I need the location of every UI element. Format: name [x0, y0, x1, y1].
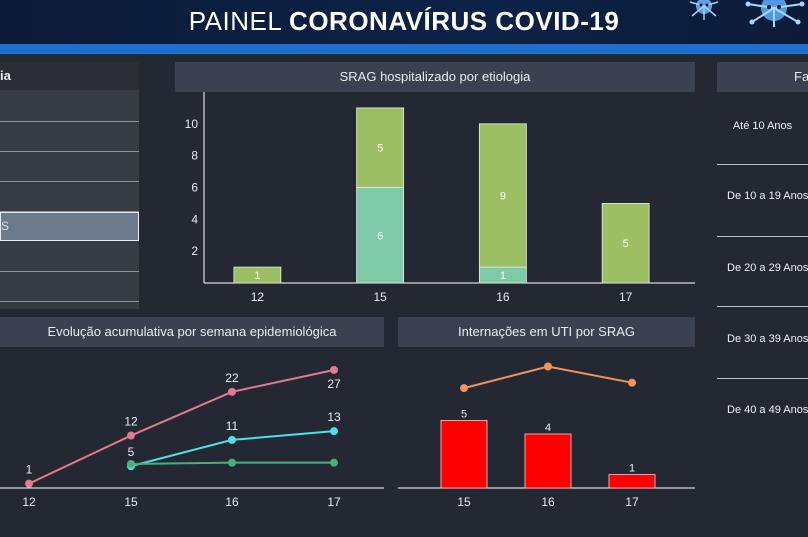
- data-point: [330, 365, 338, 374]
- x-tick-label: 15: [457, 495, 471, 509]
- bar-value-label: 1: [500, 270, 506, 282]
- x-tick-label: 12: [22, 495, 36, 509]
- bar: [608, 474, 656, 489]
- title-bold: CORONAVÍRUS COVID-19: [289, 6, 620, 36]
- overlay-point: [628, 378, 636, 387]
- bar-value-label: 1: [254, 270, 260, 282]
- data-point: [228, 458, 236, 467]
- data-point: [25, 479, 33, 488]
- y-tick-label: 2: [191, 244, 198, 258]
- age-group-label: De 10 a 19 Anos: [727, 190, 808, 202]
- data-label: 1: [26, 463, 33, 477]
- bar: [440, 420, 488, 489]
- data-label: 11: [226, 419, 239, 433]
- srag-chart-title: SRAG hospitalizado por etiologia: [175, 62, 695, 92]
- age-group-label: De 40 a 49 Anos: [727, 404, 808, 416]
- bar-segment: [233, 266, 282, 284]
- overlay-point: [460, 384, 468, 393]
- y-tick-label: 8: [191, 149, 198, 163]
- data-label: 12: [124, 415, 138, 429]
- filter-panel-header: ia: [0, 62, 139, 90]
- bar-value-label: 5: [623, 238, 629, 250]
- filter-item[interactable]: [0, 122, 139, 152]
- evolution-chart-title: Evolução acumulativa por semana epidemio…: [0, 317, 384, 347]
- bar-segment: [356, 107, 405, 188]
- age-panel-title: Fa: [717, 62, 808, 92]
- data-point: [127, 431, 135, 440]
- data-point: [228, 435, 236, 444]
- data-label: 5: [128, 445, 135, 459]
- filter-item[interactable]: [0, 90, 139, 122]
- x-tick-label: 17: [327, 495, 341, 509]
- page-title: PAINEL CORONAVÍRUS COVID-19: [0, 6, 808, 37]
- virus-icon: [689, 0, 719, 20]
- bar-segment: [601, 203, 650, 284]
- srag-bar-chart: 2 4 6 8 10 1 12 6 5 15 1 9 16 5 17: [185, 92, 695, 304]
- filter-item[interactable]: [0, 242, 139, 272]
- title-light: PAINEL: [188, 6, 282, 36]
- bar-value-label: 1: [629, 463, 635, 475]
- overlay-point: [544, 362, 552, 371]
- bar-value-label: 9: [500, 190, 506, 202]
- data-point: [127, 459, 135, 468]
- age-divider: [717, 164, 808, 165]
- filter-item[interactable]: [0, 152, 139, 182]
- bar: [524, 433, 572, 489]
- bar-value-label: 5: [461, 409, 467, 421]
- y-tick-label: 4: [191, 212, 198, 226]
- data-label: 27: [327, 377, 341, 391]
- uti-bar-chart: 5 4 1 15 16 17: [398, 362, 695, 509]
- bar-segment: [356, 187, 405, 284]
- age-group-label: Até 10 Anos: [732, 120, 793, 132]
- filter-item[interactable]: [0, 182, 139, 212]
- x-tick-label: 15: [373, 290, 387, 304]
- x-tick-label: 16: [225, 495, 239, 509]
- age-divider: [717, 236, 808, 237]
- uti-chart-title: Internações em UTI por SRAG: [398, 317, 695, 347]
- bar-value-label: 6: [377, 230, 383, 242]
- age-divider: [717, 306, 808, 307]
- bar-value-label: 5: [377, 143, 383, 155]
- header-bar: [0, 0, 808, 44]
- x-tick-label: 15: [124, 495, 138, 509]
- bar-segment: [478, 123, 527, 268]
- data-label: 13: [327, 410, 341, 424]
- data-point: [330, 427, 338, 436]
- bar-value-label: 4: [545, 422, 551, 434]
- data-point: [330, 458, 338, 467]
- header-stripe: [0, 44, 808, 54]
- x-tick-label: 17: [625, 495, 639, 509]
- filter-item-selected[interactable]: S: [0, 212, 139, 241]
- age-group-label: De 30 a 39 Anos: [727, 333, 808, 345]
- age-panel-title-text: Fa: [794, 69, 808, 84]
- virus-icon: [745, 0, 805, 27]
- data-point: [228, 387, 236, 396]
- x-tick-label: 12: [251, 290, 265, 304]
- filter-item[interactable]: [0, 272, 139, 302]
- evolution-line-chart: 1 12 22 27 5 11 13 12 15 16 17: [0, 365, 384, 509]
- age-group-label: De 20 a 29 Anos: [727, 262, 808, 274]
- series-line: [28, 369, 335, 485]
- filter-panel: ia S: [0, 62, 139, 309]
- x-tick-label: 16: [541, 495, 555, 509]
- data-label: 22: [225, 371, 239, 385]
- x-tick-label: 16: [496, 290, 510, 304]
- age-divider: [717, 378, 808, 379]
- x-tick-label: 17: [619, 290, 633, 304]
- y-tick-label: 6: [191, 181, 198, 195]
- y-tick-label: 10: [185, 117, 199, 131]
